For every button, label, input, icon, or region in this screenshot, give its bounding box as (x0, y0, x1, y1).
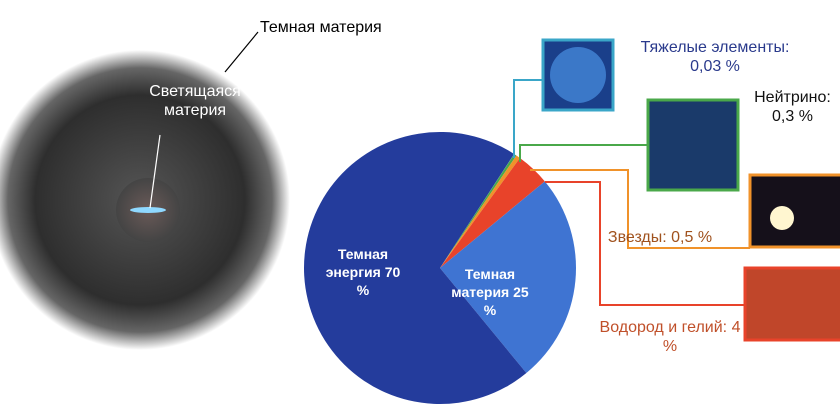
value-label: 70 % (356, 264, 401, 298)
value-label: 0,5 % (671, 229, 713, 246)
value-label: 25 % (483, 284, 529, 318)
pie-slice (440, 157, 545, 268)
slice-label: Темная материя 25 % (445, 265, 535, 319)
category-label: Темная энергия (325, 246, 389, 280)
pie-slice (440, 181, 577, 374)
value-label: 4 % (662, 319, 741, 355)
category-label: Тяжелые элементы: (640, 39, 790, 56)
leader-line (224, 31, 259, 73)
pie-slice (440, 155, 520, 268)
slice-label: Звезды: 0,5 % (605, 228, 715, 247)
leader-line (149, 134, 161, 209)
pie-slice (440, 154, 517, 268)
annotation: Светящаяся материя (149, 83, 241, 119)
category-label: Темная материя (451, 266, 516, 300)
slice-label: Тяжелые элементы: 0,03 % (640, 38, 790, 76)
category-label: Звезды: (607, 229, 667, 246)
slice-label: Темная энергия 70 % (318, 245, 408, 299)
value-label: 0,3 % (772, 108, 813, 125)
annotation: Темная материя (260, 19, 382, 36)
pie-slice (440, 153, 515, 268)
category-label: Нейтрино: (754, 89, 831, 106)
pie-slice (303, 131, 527, 405)
value-label: 0,03 % (690, 58, 740, 75)
slice-label: Водород и гелий: 4 % (595, 318, 745, 356)
slice-label: Нейтрино: 0,3 % (745, 88, 840, 126)
images (513, 38, 840, 342)
galaxy-disk (130, 207, 166, 213)
category-label: Водород и гелий: (599, 319, 728, 336)
